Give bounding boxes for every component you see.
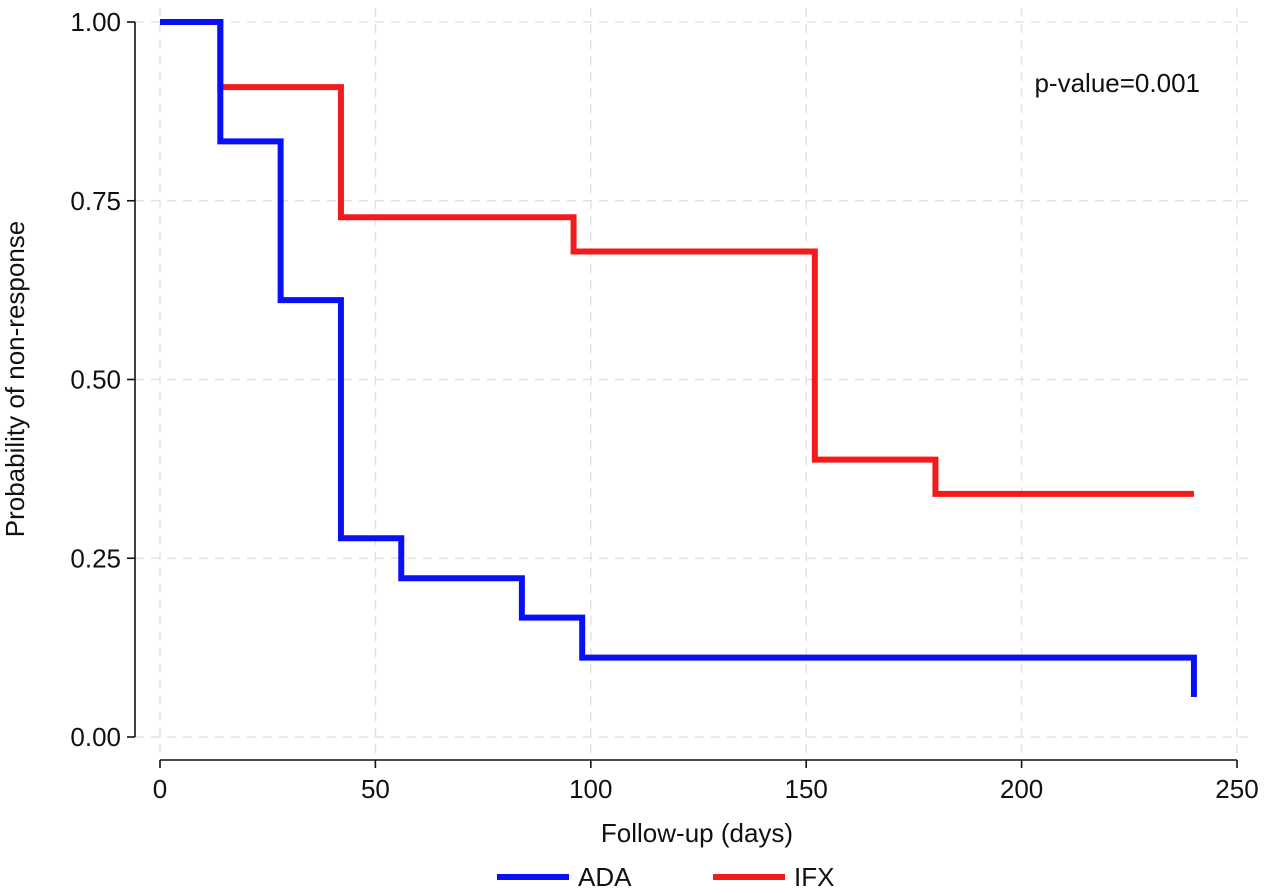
grid-layer bbox=[135, 8, 1252, 760]
x-tick-label: 0 bbox=[153, 774, 167, 804]
y-tick-label: 0.25 bbox=[70, 543, 121, 573]
y-tick-label: 0.75 bbox=[70, 186, 121, 216]
x-tick-label: 100 bbox=[569, 774, 612, 804]
y-axis-title: Probability of non-response bbox=[0, 221, 30, 538]
x-tick-label: 250 bbox=[1215, 774, 1258, 804]
legend-label-ada: ADA bbox=[578, 862, 632, 892]
y-tick-label: 0.50 bbox=[70, 365, 121, 395]
x-axis-title: Follow-up (days) bbox=[601, 818, 793, 848]
axis-layer bbox=[127, 21, 1238, 768]
legend: ADA IFX bbox=[497, 862, 834, 892]
series-layer bbox=[160, 19, 1197, 697]
x-tick-label: 150 bbox=[785, 774, 828, 804]
x-tick-label: 50 bbox=[361, 774, 390, 804]
y-tick-label: 0.00 bbox=[70, 722, 121, 752]
legend-label-ifx: IFX bbox=[794, 862, 834, 892]
series-line-ada bbox=[160, 19, 1197, 697]
y-tick-label: 1.00 bbox=[70, 7, 121, 37]
x-tick-label: 200 bbox=[1000, 774, 1043, 804]
label-layer: 0.00 0.25 0.50 0.75 1.00 0 50 100 150 200 250 bbox=[70, 7, 1258, 804]
p-value-annotation: p-value=0.001 bbox=[1034, 68, 1200, 98]
